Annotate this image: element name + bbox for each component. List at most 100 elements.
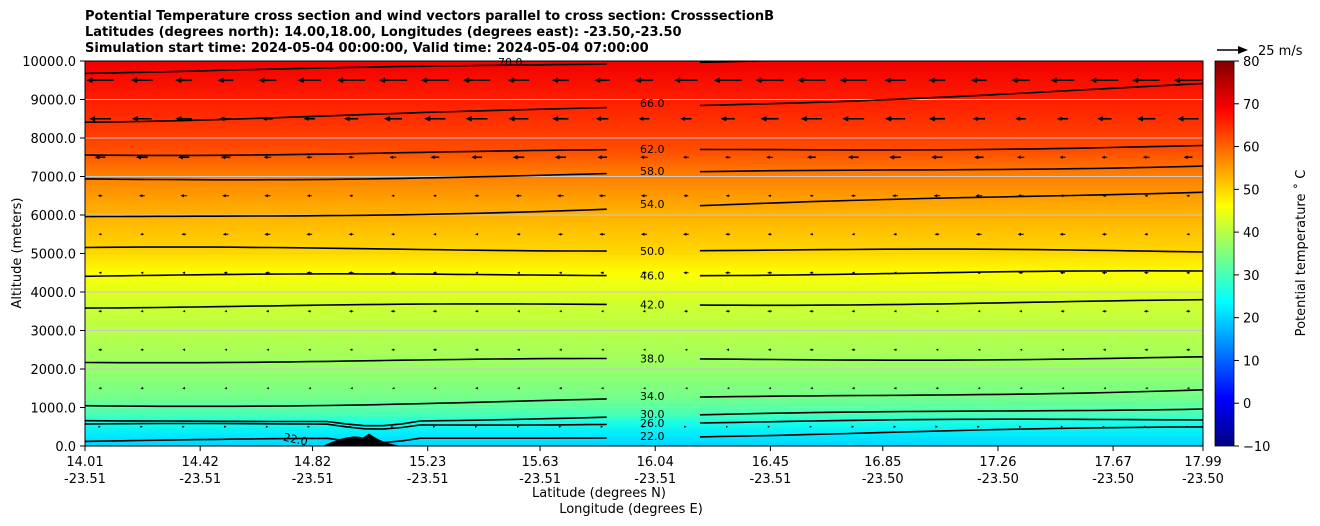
wind-vector bbox=[517, 271, 520, 274]
wind-vector bbox=[551, 77, 569, 83]
contour-line bbox=[699, 61, 778, 64]
wind-vector bbox=[884, 77, 906, 83]
wind-vector bbox=[175, 77, 193, 83]
wind-vector bbox=[680, 116, 692, 121]
wind-vector bbox=[264, 194, 271, 198]
x-tick-label-lat: 17.26 bbox=[979, 455, 1016, 470]
wind-vector bbox=[224, 348, 228, 351]
wind-vector bbox=[683, 194, 689, 198]
wind-vector bbox=[98, 271, 102, 274]
wind-vector bbox=[507, 77, 530, 83]
wind-vector bbox=[797, 77, 826, 83]
contour-line bbox=[85, 246, 607, 252]
contour-label: 22.0 bbox=[640, 430, 665, 443]
wind-vector bbox=[1101, 232, 1107, 236]
wind-vector bbox=[767, 425, 771, 428]
y-tick-label: 4000.0 bbox=[31, 286, 77, 301]
wind-vector bbox=[307, 425, 310, 428]
wind-vector bbox=[223, 271, 228, 275]
wind-vector bbox=[516, 348, 521, 352]
x-tick-label-lat: 14.01 bbox=[66, 455, 103, 470]
wind-vector bbox=[391, 348, 395, 352]
wind-vector bbox=[556, 194, 564, 198]
contour-line bbox=[85, 106, 607, 123]
contour-line bbox=[85, 416, 607, 427]
colorbar-ticks: −10 0 10 20 30 40 50 60 70 80 bbox=[1234, 55, 1270, 455]
x-tick-label-lon: -23.51 bbox=[179, 472, 221, 487]
wind-vector bbox=[893, 232, 897, 236]
terrain bbox=[323, 433, 409, 446]
wind-vector bbox=[558, 271, 562, 274]
wind-vector bbox=[554, 155, 566, 160]
wind-vector bbox=[559, 310, 562, 313]
wind-vector bbox=[851, 233, 855, 236]
wind-vector bbox=[684, 309, 688, 313]
wind-vector bbox=[337, 77, 366, 83]
wind-vector bbox=[391, 232, 395, 236]
wind-vector bbox=[258, 77, 277, 83]
colorbar-tick-label: 0 bbox=[1243, 397, 1251, 412]
wind-vector bbox=[1059, 232, 1066, 236]
wind-vector bbox=[1060, 309, 1065, 313]
y-tick-label: 5000.0 bbox=[31, 248, 77, 263]
wind-vector bbox=[1144, 232, 1149, 236]
wind-vector bbox=[420, 77, 449, 83]
contour-line bbox=[699, 191, 1203, 207]
wind-vector bbox=[131, 116, 152, 122]
wind-vector bbox=[1132, 77, 1161, 83]
wind-vector bbox=[222, 232, 229, 236]
x-tick-label-lon: -23.50 bbox=[1182, 472, 1224, 487]
quiver-key: 25 m/s bbox=[1217, 44, 1303, 59]
x-tick-label-lat: 17.99 bbox=[1184, 455, 1221, 470]
wind-vector bbox=[640, 155, 648, 159]
wind-vector bbox=[389, 155, 397, 159]
wind-vector bbox=[597, 155, 607, 160]
wind-vector bbox=[638, 116, 650, 121]
wind-vector bbox=[1061, 348, 1064, 351]
colorbar-tick-label: 60 bbox=[1243, 141, 1260, 156]
wind-vector bbox=[766, 155, 773, 159]
wind-vector bbox=[516, 425, 520, 428]
contour-label: 46.0 bbox=[640, 269, 665, 282]
x-tick-label-lat: 16.45 bbox=[752, 455, 789, 470]
contour-line bbox=[85, 172, 607, 181]
wind-vector bbox=[893, 310, 897, 313]
wind-vector bbox=[725, 271, 731, 275]
wind-vector bbox=[767, 194, 772, 198]
wind-vector bbox=[1103, 387, 1106, 390]
wind-vector bbox=[977, 425, 980, 428]
wind-vector bbox=[640, 194, 648, 198]
wind-vector bbox=[515, 194, 522, 198]
contour-line bbox=[699, 165, 1203, 173]
colorbar-tick-label: 20 bbox=[1243, 312, 1260, 327]
wind-vector bbox=[131, 77, 153, 83]
wind-vector bbox=[767, 271, 772, 275]
wind-vector bbox=[1144, 194, 1148, 198]
wind-vector bbox=[935, 387, 939, 390]
contour-label: 50.0 bbox=[640, 245, 665, 258]
y-tick-label: 0.0 bbox=[55, 440, 76, 455]
wind-vector bbox=[851, 425, 855, 428]
wind-vector bbox=[465, 116, 488, 122]
wind-vector bbox=[475, 387, 479, 390]
wind-vector bbox=[674, 77, 698, 83]
wind-vector bbox=[390, 309, 396, 313]
x-axis: 14.01 -23.51 14.42 -23.51 14.82 -23.51 15.23 -2… bbox=[64, 446, 1224, 487]
wind-vector bbox=[97, 194, 103, 198]
wind-vector bbox=[1011, 77, 1030, 83]
wind-vector bbox=[224, 425, 227, 428]
wind-vector bbox=[1019, 425, 1022, 428]
wind-vector bbox=[682, 155, 689, 159]
grid-lines bbox=[85, 99, 1203, 408]
contour-label: 30.0 bbox=[640, 408, 665, 421]
wind-vector bbox=[391, 425, 394, 428]
colorbar-tick-label: 40 bbox=[1243, 226, 1260, 241]
contour-label-top: 70.0 bbox=[498, 56, 523, 69]
wind-vector bbox=[559, 348, 562, 351]
wind-vector bbox=[851, 387, 855, 390]
wind-vector bbox=[768, 387, 772, 390]
x-tick-label-lon: -23.51 bbox=[407, 472, 449, 487]
colorbar-tick-label: 10 bbox=[1243, 354, 1260, 369]
wind-vector bbox=[601, 310, 604, 313]
wind-vector bbox=[98, 233, 102, 236]
